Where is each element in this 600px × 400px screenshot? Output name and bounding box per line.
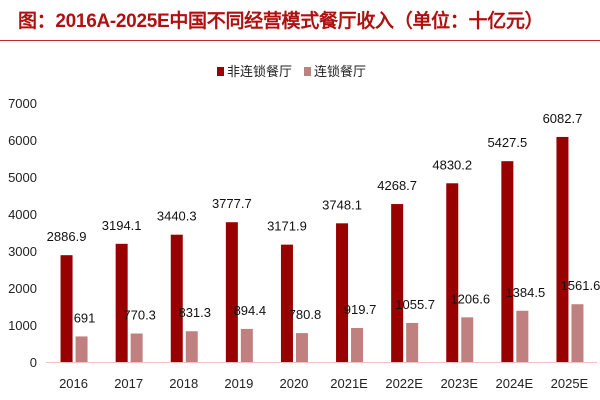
data-label: 4268.7: [377, 178, 417, 193]
data-label: 691: [74, 310, 96, 325]
bar: [336, 223, 349, 362]
data-label: 3440.3: [157, 209, 197, 224]
bar: [280, 244, 293, 362]
data-label: 1561.6: [561, 278, 600, 293]
data-label: 3171.9: [267, 219, 307, 234]
data-label: 780.8: [289, 307, 322, 322]
x-tick-label: 2023E: [440, 376, 478, 391]
legend-swatch: [304, 67, 311, 76]
bar: [571, 304, 584, 362]
data-label: 6082.7: [543, 111, 583, 126]
data-label: 919.7: [344, 302, 377, 317]
bar: [185, 331, 198, 362]
y-tick-label: 7000: [8, 96, 37, 111]
data-label: 1206.6: [450, 291, 490, 306]
x-tick-label: 2018: [169, 376, 198, 391]
legend-label: 连锁餐厅: [314, 64, 366, 79]
legend-label: 非连锁餐厅: [227, 64, 292, 79]
chart-title: 图：2016A-2025E中国不同经营模式餐厅收入（单位：十亿元）: [18, 11, 544, 32]
x-tick-label: 2019: [224, 376, 253, 391]
data-label: 831.3: [178, 305, 211, 320]
x-tick-label: 2016: [59, 376, 88, 391]
data-label: 1055.7: [395, 297, 435, 312]
x-tick-label: 2017: [114, 376, 143, 391]
bar: [461, 317, 474, 362]
x-tick-label: 2020: [279, 376, 308, 391]
bar: [240, 328, 253, 362]
bar: [225, 222, 238, 362]
bar: [130, 333, 143, 362]
y-tick-label: 0: [30, 355, 37, 370]
y-tick-label: 2000: [8, 281, 37, 296]
bar: [406, 322, 419, 362]
legend-swatch: [217, 67, 224, 76]
data-label: 3748.1: [322, 197, 362, 212]
y-tick-label: 4000: [8, 207, 37, 222]
data-label: 2886.9: [47, 229, 87, 244]
x-tick-label: 2025E: [551, 376, 589, 391]
data-label: 1384.5: [505, 285, 545, 300]
bar: [60, 255, 73, 362]
y-tick-label: 6000: [8, 133, 37, 148]
x-tick-label: 2021E: [330, 376, 368, 391]
x-tick-label: 2024E: [496, 376, 534, 391]
bar: [516, 310, 529, 362]
title-divider: [0, 40, 600, 41]
y-tick-label: 3000: [8, 244, 37, 259]
bar: [556, 136, 569, 362]
data-label: 3194.1: [102, 218, 142, 233]
data-label: 770.3: [123, 307, 156, 322]
x-tick-label: 2022E: [385, 376, 423, 391]
data-label: 5427.5: [487, 135, 527, 150]
data-label: 894.4: [234, 303, 267, 318]
bar: [75, 336, 88, 362]
bar: [115, 243, 128, 362]
bar: [446, 183, 459, 362]
bar: [391, 204, 404, 362]
bar: [170, 234, 183, 362]
bar: [295, 333, 308, 362]
data-label: 3777.7: [212, 196, 252, 211]
bar: [351, 327, 364, 362]
y-tick-label: 5000: [8, 170, 37, 185]
bar: [501, 161, 514, 362]
y-tick-label: 1000: [8, 318, 37, 333]
data-label: 4830.2: [432, 157, 472, 172]
